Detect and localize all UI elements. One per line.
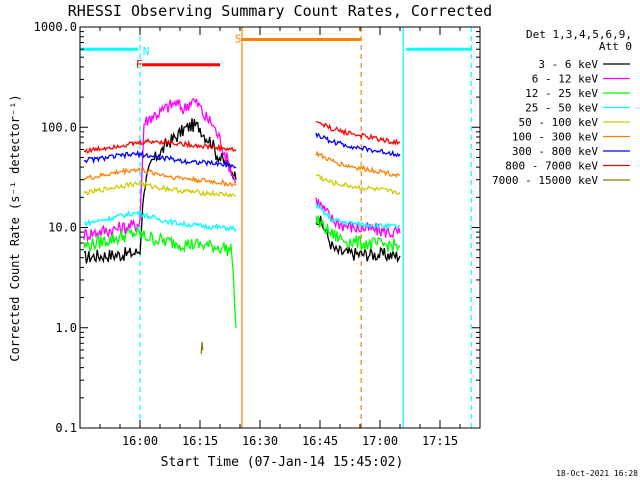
x-axis: 16:00 16:15 16:30 16:45 17:00 17:15 [99, 27, 461, 448]
x-tick-label: 16:45 [302, 434, 338, 448]
x-tick-label: 17:00 [362, 434, 398, 448]
series-line [315, 215, 400, 253]
y-axis: 0.1 1.0 10.0 100.0 1000.0 [34, 20, 480, 435]
series-line [83, 118, 237, 264]
footer-date: 18-Oct-2021 16:28 [556, 469, 638, 478]
series-line [315, 202, 401, 231]
legend-entry-label: 100 - 300 keV [512, 131, 598, 144]
x-tick-label: 17:15 [422, 434, 458, 448]
flag-label: S [235, 33, 242, 46]
legend: Det 1,3,4,5,6,9,Att 03 - 6 keV 6 - 12 keV… [492, 28, 632, 187]
series-line [83, 225, 237, 328]
series-line [83, 97, 237, 243]
series-line [315, 132, 401, 158]
legend-entry-label: 50 - 100 keV [519, 116, 599, 129]
y-tick-label: 1.0 [55, 321, 77, 335]
legend-entry-label: 25 - 50 keV [525, 102, 598, 115]
y-tick-label: 0.1 [55, 421, 77, 435]
series-line [83, 180, 237, 198]
x-tick-label: 16:00 [122, 434, 158, 448]
legend-title: Att 0 [599, 40, 632, 53]
legend-entry-label: 3 - 6 keV [538, 58, 598, 71]
legend-entry-label: 12 - 25 keV [525, 87, 598, 100]
plot-area: NF S [79, 27, 472, 428]
y-tick-label: 100.0 [41, 120, 77, 134]
legend-entry-label: 300 - 800 keV [512, 145, 598, 158]
series-line [83, 149, 237, 169]
series-line [315, 173, 401, 196]
series-line [83, 167, 237, 188]
legend-entry-label: 7000 - 15000 keV [492, 174, 598, 187]
y-axis-label: Corrected Count Rate (s⁻¹ detector⁻¹) [8, 94, 22, 361]
flag-label: N [143, 45, 150, 58]
x-tick-label: 16:15 [182, 434, 218, 448]
series-line [315, 215, 401, 264]
series-line [200, 342, 204, 354]
series-line [83, 209, 237, 233]
flag-label: F [136, 58, 143, 71]
legend-entry-label: 6 - 12 keV [532, 73, 599, 86]
series-line [83, 137, 237, 154]
series-line [315, 150, 401, 179]
chart-title: RHESSI Observing Summary Count Rates, Co… [68, 2, 492, 20]
plot-frame [79, 26, 481, 429]
y-tick-label: 10.0 [48, 221, 77, 235]
x-axis-label: Start Time (07-Jan-14 15:45:02) [161, 455, 404, 470]
legend-entry-label: 800 - 7000 keV [505, 160, 598, 173]
legend-title: Det 1,3,4,5,6,9, [526, 28, 632, 41]
series-line [315, 120, 401, 146]
x-tick-label: 16:30 [242, 434, 278, 448]
y-tick-label: 1000.0 [34, 20, 77, 34]
